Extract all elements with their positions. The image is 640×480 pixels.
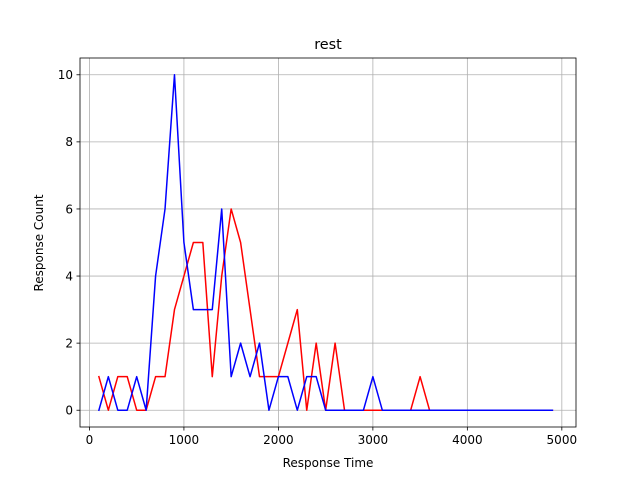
y-axis-label: Response Count <box>32 194 46 291</box>
x-axis-label: Response Time <box>283 456 374 470</box>
series-group <box>97 74 554 412</box>
x-tick-label: 3000 <box>358 433 389 447</box>
chart-title: rest <box>314 37 342 53</box>
x-tick-label: 0 <box>86 433 94 447</box>
y-tick-label: 2 <box>65 336 73 350</box>
y-tick-label: 0 <box>65 404 73 418</box>
x-axis-ticks: 0 1000 2000 3000 4000 5000 <box>86 427 577 447</box>
series-line-2 <box>97 74 554 412</box>
x-tick-label: 2000 <box>263 433 294 447</box>
y-tick-label: 10 <box>58 68 73 82</box>
x-tick-label: 1000 <box>169 433 200 447</box>
grid <box>80 58 576 427</box>
y-axis-ticks: 0 2 4 6 8 10 <box>58 68 80 418</box>
y-tick-label: 6 <box>65 202 73 216</box>
y-tick-label: 8 <box>65 135 73 149</box>
x-tick-label: 4000 <box>452 433 483 447</box>
plot-frame <box>79 57 577 428</box>
y-tick-label: 4 <box>65 269 73 283</box>
x-tick-label: 5000 <box>547 433 578 447</box>
